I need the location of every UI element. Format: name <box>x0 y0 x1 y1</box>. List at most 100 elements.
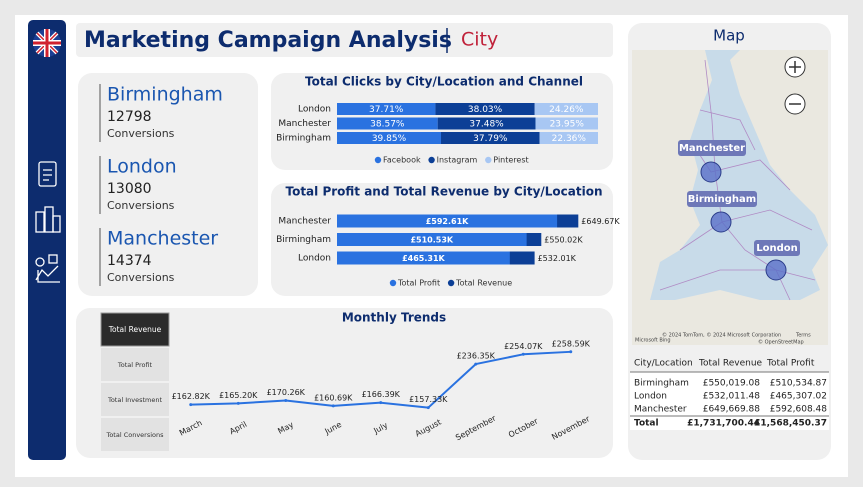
chart-title: Total Clicks by City/Location and Channe… <box>305 75 583 89</box>
legend-label: Total Revenue <box>455 279 512 288</box>
table-header: City/Location <box>634 359 693 369</box>
trend-point <box>379 401 383 405</box>
map[interactable] <box>632 50 828 345</box>
trend-point <box>569 350 573 354</box>
value-label: £465.31K <box>402 254 445 263</box>
category-label: Birmingham <box>276 235 331 245</box>
value-label: £592.61K <box>426 217 469 226</box>
legend-label: Instagram <box>437 156 478 165</box>
profit-bar <box>337 214 558 228</box>
kpi-value: 14374 <box>107 253 152 269</box>
trend-point <box>284 399 288 403</box>
value-label: £162.82K <box>172 392 211 401</box>
trend-point <box>474 362 478 366</box>
map-attribution: © 2024 TomTom, © 2024 Microsoft Corporat… <box>662 332 781 339</box>
table-total: £1,568,450.37 <box>754 419 827 429</box>
value-label: 37.71% <box>369 105 404 115</box>
value-label: £550.02K <box>544 236 583 245</box>
kpi-city: Birmingham <box>107 84 223 106</box>
value-label: 38.57% <box>370 120 405 130</box>
map-osm[interactable]: © OpenStreetMap <box>758 339 804 346</box>
chart-title: Total Profit and Total Revenue by City/L… <box>285 185 602 199</box>
table-cell: £465,307.02 <box>770 392 827 402</box>
value-label: 37.79% <box>473 134 508 144</box>
kpi-label: Conversions <box>107 199 175 212</box>
table-total: £1,731,700.44 <box>687 419 760 429</box>
bar-segment <box>337 103 436 115</box>
selector-label[interactable]: Total Revenue <box>108 325 162 334</box>
category-label: Manchester <box>278 119 331 129</box>
map-label: Manchester <box>679 143 745 154</box>
legend-label: Pinterest <box>493 156 528 165</box>
map-label: London <box>756 243 798 254</box>
trend-point <box>331 404 335 408</box>
value-label: 23.95% <box>550 120 585 130</box>
value-label: £510.53K <box>410 236 453 245</box>
value-label: £649.67K <box>581 217 620 226</box>
table-cell: Manchester <box>634 405 687 415</box>
map-label: Birmingham <box>688 194 756 205</box>
selector-button[interactable] <box>101 418 169 451</box>
table-header: Total Revenue <box>698 359 763 369</box>
selector-button[interactable] <box>100 312 170 347</box>
table-cell: £592,608.48 <box>770 405 828 415</box>
selector-label[interactable]: Total Investment <box>107 396 163 404</box>
value-label: £532.01K <box>538 254 577 263</box>
bar-segment <box>435 103 535 115</box>
value-label: £170.26K <box>267 388 306 397</box>
title: Marketing Campaign Analysis <box>84 28 452 53</box>
value-label: 24.26% <box>549 105 584 115</box>
trend-point <box>426 406 430 410</box>
value-label: £160.69K <box>314 393 353 402</box>
table-cell: £649,669.88 <box>703 405 761 415</box>
kpi-label: Conversions <box>107 271 175 284</box>
table-cell: Birmingham <box>634 379 689 389</box>
value-label: 37.48% <box>469 120 504 130</box>
chart-title: Monthly Trends <box>342 311 446 325</box>
category-label: London <box>298 254 331 264</box>
value-label: £254.07K <box>504 342 543 351</box>
selector-button[interactable] <box>101 348 169 381</box>
category-label: Manchester <box>278 217 331 227</box>
selector-label[interactable]: Total Profit <box>117 361 153 369</box>
category-label: London <box>298 105 331 115</box>
header-box <box>76 23 613 57</box>
selector-label[interactable]: Total Conversions <box>105 431 164 439</box>
value-label: £165.20K <box>219 391 258 400</box>
legend-marker <box>428 156 435 164</box>
kpi-card <box>78 73 258 296</box>
legend-marker <box>374 156 382 164</box>
value-label: 39.85% <box>372 134 407 144</box>
legend-label: Facebook <box>383 156 421 165</box>
bar-segment <box>534 103 598 115</box>
table-cell: £510,534.87 <box>770 379 827 389</box>
table-cell: £532,011.48 <box>703 392 761 402</box>
value-label: £166.39K <box>362 390 401 399</box>
value-label: £157.33K <box>409 395 448 404</box>
trend-point <box>189 403 193 407</box>
selector-button[interactable] <box>101 383 169 416</box>
table-cell: London <box>634 392 667 402</box>
kpi-city: Manchester <box>107 228 218 250</box>
bar-segment <box>337 117 438 130</box>
map-terms[interactable]: Terms <box>795 333 811 339</box>
bar-segment <box>337 132 442 144</box>
trends-card <box>76 308 613 458</box>
sidebar <box>28 20 66 460</box>
legend-marker <box>485 156 492 164</box>
map-title: Map <box>713 27 745 45</box>
value-label: £258.59K <box>552 339 591 348</box>
bar-segment <box>539 132 598 144</box>
bar-segment <box>441 132 540 144</box>
legend-marker <box>447 279 455 287</box>
profit-bar <box>337 251 510 265</box>
profit-bar <box>337 233 527 246</box>
table-total: Total <box>634 419 659 429</box>
bar-segment <box>437 117 536 130</box>
table-header: Total Profit <box>766 359 815 369</box>
zoom-controls[interactable] <box>784 56 806 115</box>
nav-icons[interactable] <box>35 161 61 283</box>
value-label: £236.35K <box>457 352 496 361</box>
kpi-label: Conversions <box>107 127 175 140</box>
